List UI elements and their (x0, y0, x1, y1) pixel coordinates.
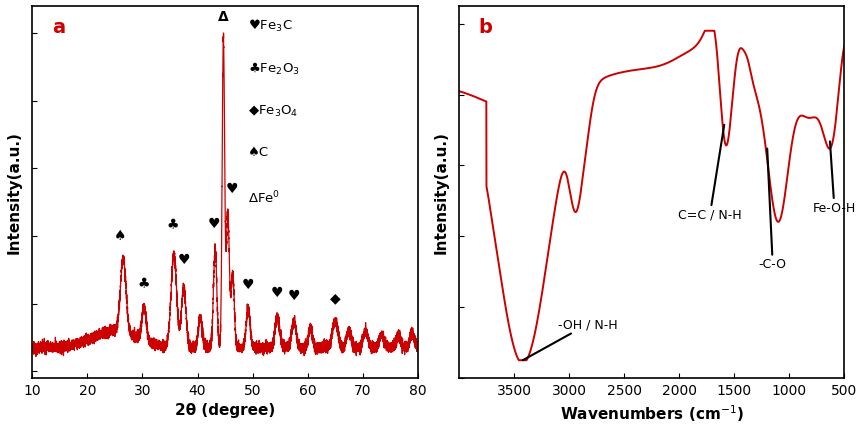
Text: ♣: ♣ (166, 217, 179, 231)
Text: ◆: ◆ (330, 290, 341, 304)
Text: C=C / N-H: C=C / N-H (678, 126, 742, 221)
Text: ♥: ♥ (226, 182, 238, 196)
Y-axis label: Intensity(a.u.): Intensity(a.u.) (433, 131, 448, 254)
Text: ♣Fe$_2$O$_3$: ♣Fe$_2$O$_3$ (248, 61, 300, 77)
Text: ♠C: ♠C (248, 146, 269, 159)
Text: ΔFe$^0$: ΔFe$^0$ (248, 189, 280, 206)
Text: ♥Fe$_3$C: ♥Fe$_3$C (248, 18, 292, 34)
Text: ◆Fe$_3$O$_4$: ◆Fe$_3$O$_4$ (248, 104, 298, 119)
X-axis label: 2θ (degree): 2θ (degree) (175, 402, 275, 418)
Text: Fe-O-H: Fe-O-H (813, 142, 856, 214)
Text: Δ: Δ (218, 10, 228, 24)
Y-axis label: Intensity(a.u.): Intensity(a.u.) (7, 131, 22, 254)
Text: -C-O: -C-O (759, 149, 786, 271)
X-axis label: Wavenumbers (cm$^{-1}$): Wavenumbers (cm$^{-1}$) (560, 402, 744, 423)
Text: ♥: ♥ (271, 286, 284, 299)
Text: ♣: ♣ (138, 276, 151, 290)
Text: a: a (52, 18, 65, 37)
Text: ♠: ♠ (114, 228, 126, 242)
Text: ♥: ♥ (242, 277, 254, 291)
Text: ♥: ♥ (177, 253, 190, 267)
Text: ♥: ♥ (208, 217, 221, 231)
Text: b: b (478, 18, 492, 37)
Text: -OH / N-H: -OH / N-H (522, 318, 618, 360)
Text: ♥: ♥ (287, 289, 300, 302)
